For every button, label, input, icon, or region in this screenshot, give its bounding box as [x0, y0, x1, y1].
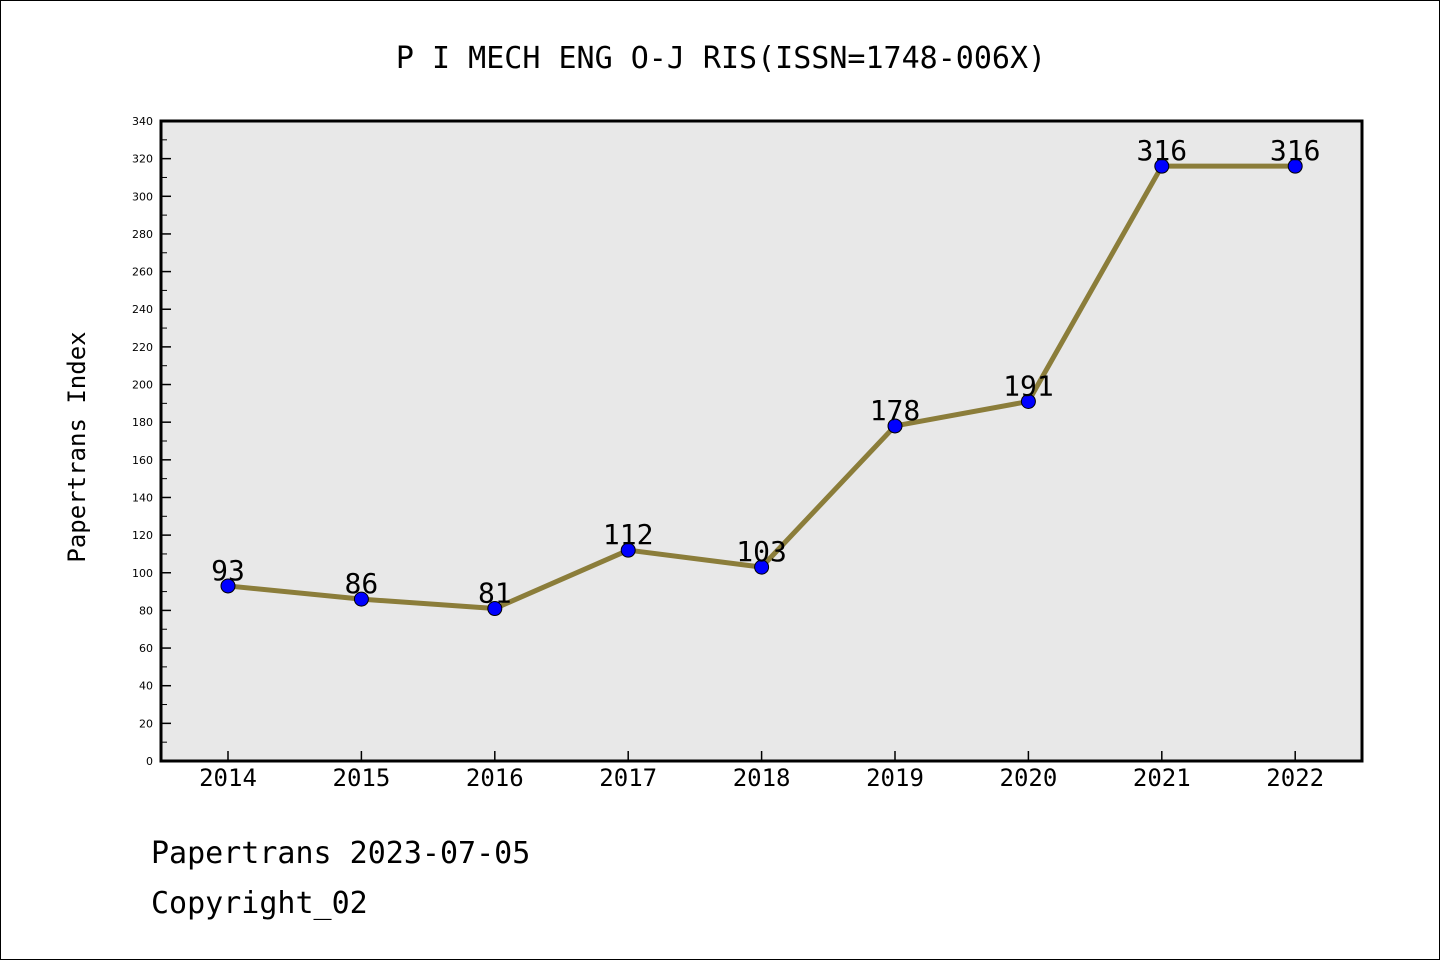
x-tick-label: 2017 — [599, 764, 657, 792]
data-label: 178 — [870, 394, 921, 427]
data-label: 86 — [345, 567, 379, 600]
data-label: 112 — [603, 518, 654, 551]
y-tick-label: 260 — [132, 266, 153, 279]
data-label: 93 — [211, 554, 245, 587]
data-point — [353, 591, 369, 607]
footer-date: Papertrans 2023-07-05 — [151, 836, 531, 871]
y-tick-label: 160 — [132, 454, 153, 467]
data-point — [887, 418, 903, 434]
y-tick-label: 20 — [139, 717, 153, 730]
data-point — [754, 559, 770, 575]
y-tick-label: 320 — [132, 153, 153, 166]
y-axis: 0 20 40 60 80 100 120 140 160 180 200 220 240 260 280 3… — [132, 115, 171, 768]
y-tick-label: 0 — [146, 755, 153, 768]
y-tick-label: 60 — [139, 642, 153, 655]
y-tick-label: 80 — [139, 604, 153, 617]
y-tick-label: 220 — [132, 341, 153, 354]
y-tick-label: 300 — [132, 190, 153, 203]
x-tick-label: 2016 — [466, 764, 524, 792]
data-point — [620, 542, 636, 558]
x-tick-label: 2021 — [1133, 764, 1191, 792]
x-tick-label: 2020 — [1000, 764, 1058, 792]
data-label: 103 — [736, 535, 787, 568]
data-point — [487, 601, 503, 617]
data-point — [220, 578, 236, 594]
x-tick-label: 2015 — [333, 764, 391, 792]
data-labels: 93 86 81 112 103 178 191 316 316 — [211, 134, 1320, 609]
y-tick-label: 120 — [132, 529, 153, 542]
x-axis: 2014 2015 2016 2017 2018 2019 2020 2021 2022 — [199, 751, 1324, 792]
y-tick-label: 240 — [132, 303, 153, 316]
data-label: 81 — [478, 577, 512, 610]
y-axis-label: Papertrans Index — [63, 331, 91, 562]
y-tick-label: 40 — [139, 680, 153, 693]
y-tick-label: 200 — [132, 379, 153, 392]
data-label: 316 — [1270, 134, 1321, 167]
data-point — [1154, 158, 1170, 174]
y-tick-label: 140 — [132, 491, 153, 504]
data-label: 316 — [1137, 134, 1188, 167]
chart-title: P I MECH ENG O-J RIS(ISSN=1748-006X) — [396, 41, 1046, 76]
plot-area — [159, 119, 1364, 763]
data-point — [1020, 393, 1036, 409]
footer-copyright: Copyright_02 — [151, 886, 368, 921]
y-tick-label: 340 — [132, 115, 153, 128]
y-tick-label: 280 — [132, 228, 153, 241]
y-tick-label: 100 — [132, 567, 153, 580]
data-label: 191 — [1003, 369, 1054, 402]
x-tick-label: 2022 — [1266, 764, 1324, 792]
x-tick-label: 2019 — [866, 764, 924, 792]
y-tick-label: 180 — [132, 416, 153, 429]
x-tick-label: 2014 — [199, 764, 257, 792]
x-tick-label: 2018 — [733, 764, 791, 792]
data-point — [1287, 158, 1303, 174]
data-points — [220, 158, 1303, 617]
